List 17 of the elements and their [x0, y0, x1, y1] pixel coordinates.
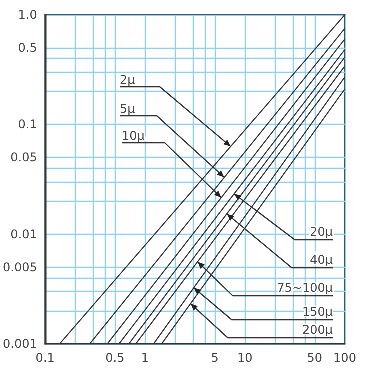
- y-tick-label: 1.0: [18, 8, 38, 22]
- x-tick-label: 50: [307, 351, 323, 365]
- annotation: 2μ: [120, 73, 136, 87]
- annotation: 10μ: [122, 129, 146, 143]
- y-tick-label: 0.005: [2, 260, 38, 274]
- y-tick-label: 0.05: [10, 150, 38, 165]
- x-tick-label: 100: [334, 351, 356, 365]
- y-tick-label: 0.001: [2, 337, 38, 351]
- y-tick-label: 0.01: [10, 227, 38, 242]
- x-tick-label: 1: [141, 351, 150, 365]
- y-tick-label: 0.1: [18, 118, 38, 132]
- x-tick-label: 0.1: [36, 351, 55, 365]
- x-tick-label: 10: [237, 351, 253, 365]
- x-tick-label: 5: [211, 351, 219, 365]
- y-tick-label: 0.5: [18, 41, 38, 56]
- x-tick-label: 0.5: [106, 351, 125, 365]
- annotation: 5μ: [120, 102, 136, 116]
